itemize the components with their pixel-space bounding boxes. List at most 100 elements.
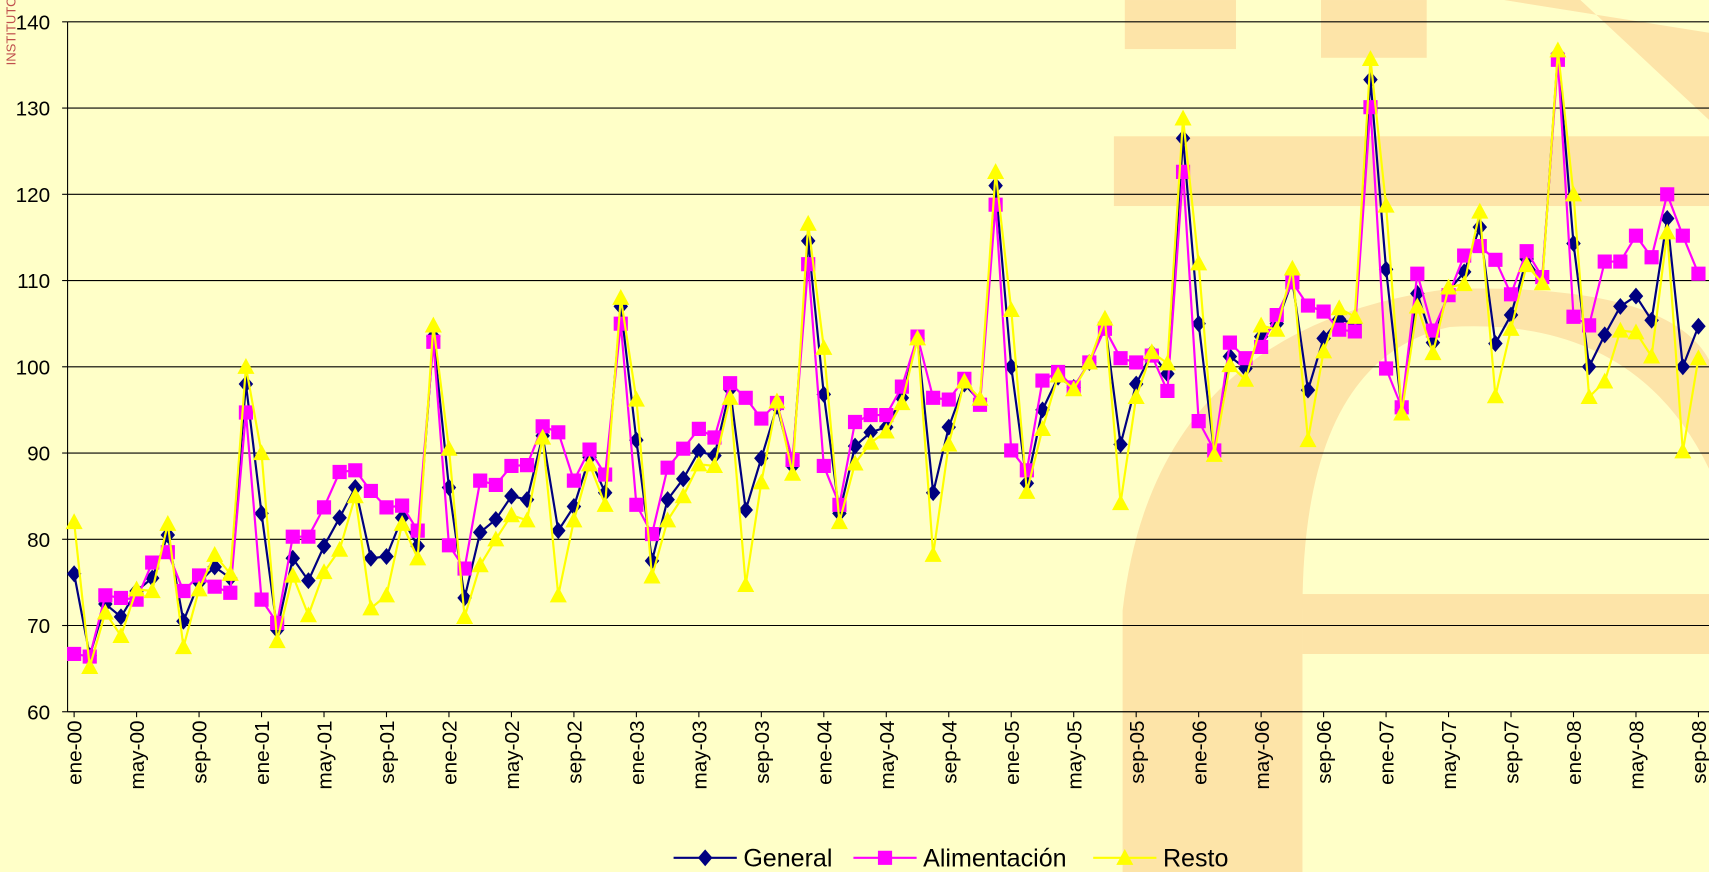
marker xyxy=(1299,431,1317,448)
marker xyxy=(1238,351,1253,366)
marker xyxy=(1424,344,1442,361)
y-tick-label: 140 xyxy=(16,11,51,34)
marker xyxy=(738,501,753,519)
marker xyxy=(659,511,677,528)
marker xyxy=(598,467,613,482)
marker xyxy=(1580,388,1598,405)
marker xyxy=(1002,301,1020,317)
x-tick-label: sep-00 xyxy=(189,720,212,783)
marker xyxy=(1113,351,1128,366)
marker xyxy=(1675,358,1691,376)
marker xyxy=(502,506,520,523)
marker xyxy=(488,477,503,493)
marker xyxy=(707,430,722,445)
marker xyxy=(535,419,550,434)
grid: 60 70 80 90 100 110 120 130 140 ene-00 may-00 sep-0… xyxy=(16,11,1709,789)
y-tick-label: 80 xyxy=(27,529,50,552)
marker xyxy=(660,491,675,509)
marker xyxy=(346,487,364,504)
marker xyxy=(159,514,177,531)
marker xyxy=(1316,304,1331,319)
marker xyxy=(487,530,505,547)
marker xyxy=(363,549,379,567)
x-tick-label: ene-05 xyxy=(1001,720,1024,784)
x-tick-label: sep-07 xyxy=(1501,720,1524,783)
marker xyxy=(1408,297,1426,314)
marker xyxy=(1236,370,1255,387)
y-tick-label: 90 xyxy=(27,443,50,466)
marker xyxy=(1127,388,1145,405)
marker xyxy=(315,563,333,580)
marker xyxy=(363,483,378,499)
marker xyxy=(1190,254,1208,271)
marker xyxy=(582,442,597,457)
x-tick-label: ene-08 xyxy=(1563,720,1586,784)
marker xyxy=(879,407,894,423)
marker xyxy=(1613,254,1628,269)
marker xyxy=(424,316,442,333)
marker xyxy=(721,389,739,405)
marker xyxy=(1582,318,1597,333)
marker xyxy=(1689,349,1707,366)
x-tick-label: may-06 xyxy=(1251,720,1274,789)
marker xyxy=(1502,320,1520,336)
marker xyxy=(1596,372,1614,389)
marker xyxy=(908,329,927,346)
marker xyxy=(816,458,831,474)
x-tick-label: may-01 xyxy=(314,720,337,789)
marker xyxy=(737,576,755,593)
marker xyxy=(440,439,458,456)
marker xyxy=(987,163,1005,179)
marker xyxy=(660,460,675,475)
marker xyxy=(612,289,630,305)
marker xyxy=(549,586,567,603)
marker xyxy=(941,392,956,407)
marker xyxy=(1129,355,1144,370)
marker xyxy=(1644,250,1659,265)
marker xyxy=(504,487,519,505)
legend-marker xyxy=(1116,849,1134,865)
marker xyxy=(1347,324,1362,339)
marker xyxy=(830,513,848,530)
marker xyxy=(252,444,271,461)
marker xyxy=(112,627,130,643)
x-tick-label: sep-01 xyxy=(376,720,399,783)
marker xyxy=(1597,326,1612,344)
marker xyxy=(784,464,802,481)
marker xyxy=(705,457,724,474)
x-tick-label: may-04 xyxy=(876,720,899,789)
marker xyxy=(846,454,864,471)
marker xyxy=(1222,335,1237,350)
marker xyxy=(1378,361,1394,376)
marker xyxy=(332,464,347,480)
x-tick-label: ene-02 xyxy=(439,720,462,784)
marker xyxy=(221,564,239,581)
marker xyxy=(676,441,691,456)
marker xyxy=(237,358,255,374)
marker xyxy=(176,583,191,599)
x-tick-label: may-07 xyxy=(1438,720,1461,789)
x-tick-label: ene-00 xyxy=(64,720,87,784)
marker xyxy=(98,588,113,603)
marker xyxy=(1613,297,1628,315)
x-tick-label: ene-06 xyxy=(1188,720,1211,784)
marker xyxy=(1410,266,1425,281)
marker xyxy=(1143,343,1161,360)
marker xyxy=(565,511,583,528)
marker xyxy=(1627,323,1645,340)
marker xyxy=(191,568,207,583)
marker xyxy=(395,498,410,513)
marker xyxy=(1457,248,1472,263)
marker xyxy=(409,549,427,566)
x-tick-label: sep-05 xyxy=(1126,720,1149,783)
marker xyxy=(1393,404,1411,421)
marker xyxy=(752,473,770,490)
x-tick-label: ene-04 xyxy=(813,720,836,784)
marker xyxy=(1564,185,1583,202)
marker xyxy=(1160,383,1175,399)
marker xyxy=(877,422,895,439)
marker xyxy=(1566,309,1581,324)
plot xyxy=(65,41,1707,674)
marker xyxy=(518,511,536,528)
